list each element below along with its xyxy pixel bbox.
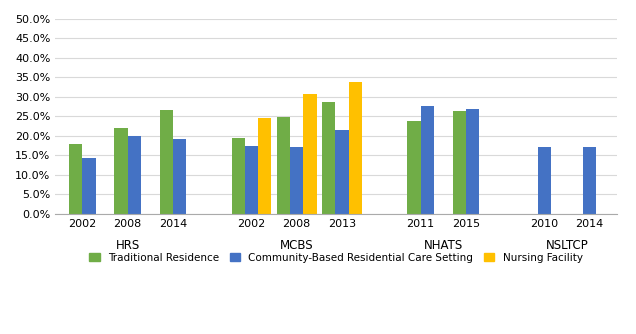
Bar: [258, 118, 272, 214]
Bar: [407, 121, 420, 214]
Bar: [335, 130, 349, 214]
Bar: [420, 106, 434, 214]
Bar: [466, 109, 479, 214]
Bar: [453, 111, 466, 214]
Bar: [232, 138, 245, 214]
Text: HRS: HRS: [116, 239, 140, 252]
Bar: [537, 148, 551, 214]
Bar: [83, 158, 95, 214]
Text: MCBS: MCBS: [280, 239, 314, 252]
Bar: [583, 148, 596, 214]
Bar: [322, 102, 335, 214]
Bar: [173, 139, 186, 214]
Bar: [303, 94, 317, 214]
Bar: [69, 144, 83, 214]
Bar: [349, 82, 362, 214]
Text: NSLTCP: NSLTCP: [546, 239, 588, 252]
Legend: Traditional Residence, Community-Based Residential Care Setting, Nursing Facilit: Traditional Residence, Community-Based R…: [85, 248, 586, 267]
Bar: [160, 110, 173, 214]
Bar: [245, 146, 258, 214]
Bar: [114, 128, 128, 214]
Bar: [128, 136, 141, 214]
Text: NHATS: NHATS: [424, 239, 463, 252]
Bar: [290, 147, 303, 214]
Bar: [277, 117, 290, 214]
